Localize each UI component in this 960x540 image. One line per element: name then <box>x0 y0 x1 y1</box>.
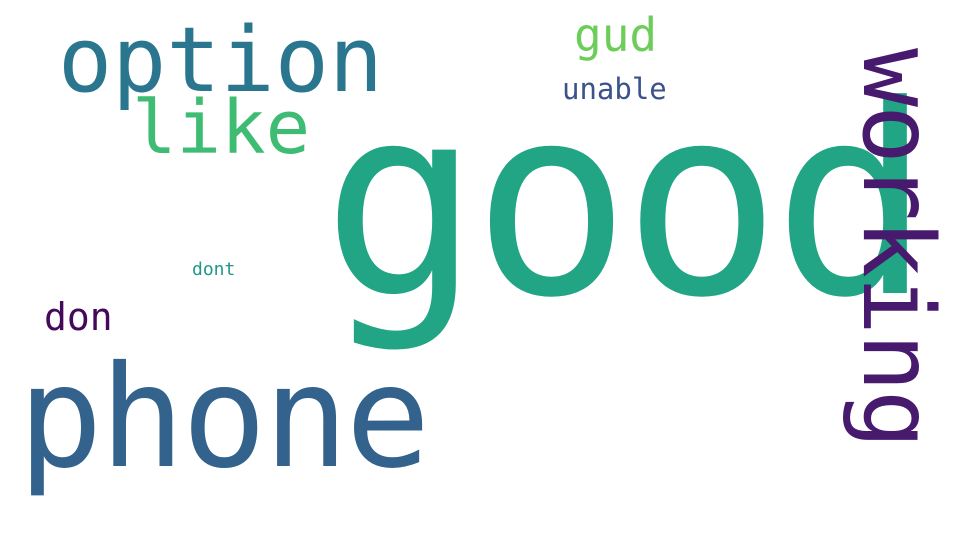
word-good: good <box>322 50 931 356</box>
word-like: like <box>132 85 311 171</box>
word-option: option <box>58 8 384 113</box>
word-don: don <box>44 295 113 339</box>
word-gud: gud <box>574 8 658 62</box>
word-phone: phone <box>18 336 430 500</box>
word-working: working <box>840 48 954 448</box>
word-unable: unable <box>562 72 667 106</box>
word-dont: dont <box>192 259 236 280</box>
